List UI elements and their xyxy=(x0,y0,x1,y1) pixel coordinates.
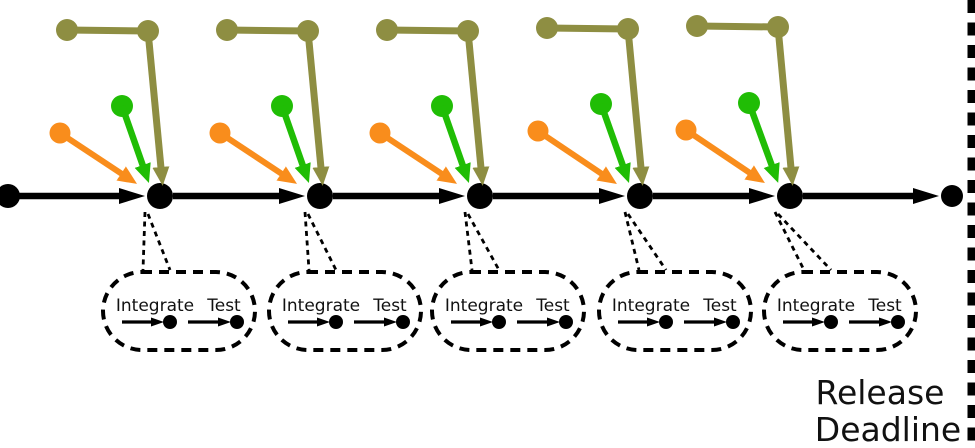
test-node xyxy=(396,315,410,329)
test-label: Test xyxy=(206,296,241,316)
olive-merge-arrow xyxy=(774,26,800,186)
test-node xyxy=(559,315,573,329)
olive-branch-start-dot xyxy=(56,19,78,41)
green-merge-arrow xyxy=(438,104,471,183)
sprint-bubble: Integrate Test xyxy=(101,270,257,352)
olive-merge-arrow xyxy=(464,30,490,186)
sprint-group-1: Integrate Test xyxy=(49,19,257,352)
test-label: Test xyxy=(867,296,902,316)
timeline xyxy=(0,183,963,209)
olive-merge-arrow xyxy=(624,28,650,186)
olive-branch-start-dot xyxy=(686,15,708,37)
integrate-node xyxy=(824,315,838,329)
integrate-node xyxy=(163,315,177,329)
test-node xyxy=(891,315,905,329)
orange-merge-arrow xyxy=(218,130,298,184)
timeline-start-node xyxy=(0,184,20,208)
olive-branch-start-dot xyxy=(376,19,398,41)
green-merge-arrow xyxy=(597,102,631,183)
bubble-outline xyxy=(267,270,423,352)
integrate-node xyxy=(329,315,343,329)
sprint-bubble: Integrate Test xyxy=(430,270,586,352)
callout-tail-right xyxy=(776,213,833,271)
integrate-label: Integrate xyxy=(612,296,690,316)
callout-tail-left xyxy=(623,211,641,271)
sprint-bubble: Integrate Test xyxy=(267,270,423,352)
callout-tail-right xyxy=(146,213,172,271)
callout-tail-right xyxy=(306,213,338,271)
timeline-node xyxy=(307,183,333,209)
timeline-node xyxy=(777,183,803,209)
integrate-node xyxy=(492,315,506,329)
sprint-group-4: Integrate Test xyxy=(527,17,753,352)
bubble-outline xyxy=(762,270,918,352)
timeline-node xyxy=(147,183,173,209)
sprint-bubble: Integrate Test xyxy=(597,270,753,352)
olive-merge-arrow xyxy=(144,30,170,186)
timeline-node xyxy=(627,183,653,209)
integrate-label: Integrate xyxy=(445,296,523,316)
orange-merge-arrow xyxy=(684,127,765,184)
olive-branch-line xyxy=(386,26,469,35)
release-node xyxy=(941,185,963,207)
orange-merge-arrow xyxy=(58,130,138,184)
test-label: Test xyxy=(535,296,570,316)
orange-merge-arrow xyxy=(536,128,617,185)
test-label: Test xyxy=(702,296,737,316)
bubble-outline xyxy=(101,270,257,352)
callout-tail-right xyxy=(626,213,668,271)
callout-tail-left xyxy=(463,211,474,271)
callout-tail-left xyxy=(303,211,311,271)
integrate-label: Integrate xyxy=(116,296,194,316)
test-node xyxy=(726,315,740,329)
olive-merge-arrow xyxy=(304,30,330,186)
green-merge-arrow xyxy=(278,104,311,183)
sprint-bubble: Integrate Test xyxy=(762,270,918,352)
callout-tail-left xyxy=(773,211,806,271)
sprint-group-5: Integrate Test xyxy=(675,15,918,352)
test-label: Test xyxy=(372,296,407,316)
olive-branch-line xyxy=(66,26,149,35)
test-node xyxy=(230,315,244,329)
callout-tail-left xyxy=(141,211,147,271)
olive-branch-line xyxy=(696,22,779,31)
olive-branch-start-dot xyxy=(216,19,238,41)
green-merge-arrow xyxy=(118,104,151,183)
green-merge-arrow xyxy=(745,101,780,183)
olive-branch-start-dot xyxy=(536,17,558,39)
sprint-group-2: Integrate Test xyxy=(209,19,423,352)
timeline-node xyxy=(467,183,493,209)
release-deadline-text-line2: Deadline xyxy=(815,410,961,448)
release-deadline-label: Release Deadline xyxy=(815,373,961,448)
integrate-label: Integrate xyxy=(777,296,855,316)
bubble-outline xyxy=(430,270,586,352)
bubble-outline xyxy=(597,270,753,352)
orange-merge-arrow xyxy=(378,130,458,184)
integrate-label: Integrate xyxy=(282,296,360,316)
integrate-node xyxy=(659,315,673,329)
sprint-group-3: Integrate Test xyxy=(369,19,586,352)
olive-branch-line xyxy=(226,26,309,35)
callout-tail-right xyxy=(466,213,501,271)
release-deadline-text-line1: Release xyxy=(816,373,945,412)
olive-branch-line xyxy=(546,24,629,33)
